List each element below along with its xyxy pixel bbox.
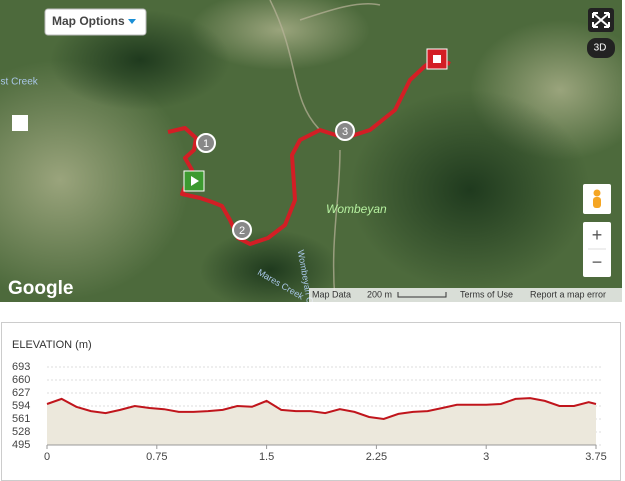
x-tick-label: 0.75 <box>146 451 167 463</box>
map-icon[interactable] <box>12 115 28 131</box>
waypoint-label: 2 <box>239 225 245 237</box>
view-3d-label: 3D <box>594 43 607 54</box>
y-tick-label: 627 <box>12 387 30 399</box>
terrain <box>190 0 370 70</box>
map-options-button[interactable] <box>44 8 147 36</box>
waypoint[interactable] <box>335 121 355 141</box>
footer-link[interactable]: Terms of Use <box>460 289 513 299</box>
zoom-in[interactable]: + <box>592 225 603 245</box>
google-logo: Google <box>8 278 73 299</box>
pegman <box>593 197 601 208</box>
x-tick-label: 1.5 <box>259 451 274 463</box>
view-3d-button[interactable] <box>587 38 615 58</box>
map[interactable]: Forest Creek Wombeyan Creek Mares Creek … <box>0 0 625 322</box>
waypoint[interactable] <box>196 133 216 153</box>
map-footer <box>309 288 622 302</box>
waypoint[interactable] <box>232 220 252 240</box>
chart-title: ELEVATION (m) <box>12 339 92 351</box>
track <box>269 0 381 301</box>
creek-label: Forest Creek <box>0 77 39 88</box>
end-icon <box>433 55 441 63</box>
waypoint-label: 1 <box>203 138 209 150</box>
footer-link[interactable]: Map Data <box>312 289 351 299</box>
y-tick-label: 693 <box>12 361 30 373</box>
y-tick-label: 561 <box>12 413 30 425</box>
y-tick-label: 660 <box>12 374 30 386</box>
y-tick-label: 594 <box>12 400 30 412</box>
footer-link[interactable]: Report a map error <box>530 289 606 299</box>
fullscreen-icon <box>592 12 610 28</box>
x-tick-label: 3 <box>483 451 489 463</box>
terrain <box>200 230 340 302</box>
terrain <box>0 60 190 300</box>
place-label: Wombeyan <box>326 202 387 216</box>
x-tick-label: 3.75 <box>585 451 606 463</box>
x-tick-label: 0 <box>44 451 50 463</box>
zoom-out[interactable]: − <box>592 252 603 272</box>
y-tick-label: 528 <box>12 426 30 438</box>
pegman <box>593 189 601 197</box>
scale-label: 200 m <box>367 289 392 299</box>
start-icon <box>191 176 199 186</box>
route <box>167 56 451 246</box>
y-tick-label: 495 <box>12 439 30 451</box>
terrain <box>350 90 590 290</box>
button-label: Map Options <box>52 14 125 28</box>
waypoint-label: 3 <box>342 126 348 138</box>
x-tick-label: 2.25 <box>366 451 387 463</box>
dropdown-arrow <box>128 19 136 24</box>
scale-bar <box>397 292 447 298</box>
elevation-area <box>47 398 596 445</box>
elevation-line <box>46 397 597 421</box>
